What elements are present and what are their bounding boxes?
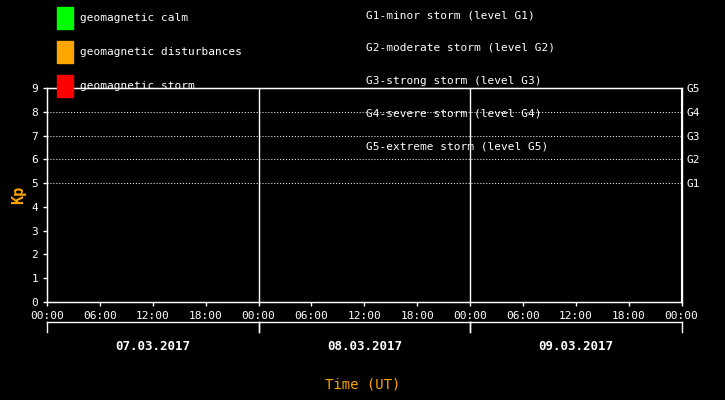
Text: geomagnetic calm: geomagnetic calm (80, 13, 188, 23)
Text: 07.03.2017: 07.03.2017 (115, 340, 191, 352)
Text: 09.03.2017: 09.03.2017 (538, 340, 613, 352)
Text: 08.03.2017: 08.03.2017 (327, 340, 402, 352)
Text: G1-minor storm (level G1): G1-minor storm (level G1) (366, 10, 535, 20)
Text: geomagnetic storm: geomagnetic storm (80, 81, 194, 91)
Text: G3-strong storm (level G3): G3-strong storm (level G3) (366, 76, 542, 86)
Text: geomagnetic disturbances: geomagnetic disturbances (80, 47, 241, 57)
Y-axis label: Kp: Kp (11, 186, 26, 204)
Text: G2-moderate storm (level G2): G2-moderate storm (level G2) (366, 43, 555, 53)
Text: G4-severe storm (level G4): G4-severe storm (level G4) (366, 108, 542, 118)
Text: Time (UT): Time (UT) (325, 378, 400, 392)
Text: G5-extreme storm (level G5): G5-extreme storm (level G5) (366, 141, 548, 151)
